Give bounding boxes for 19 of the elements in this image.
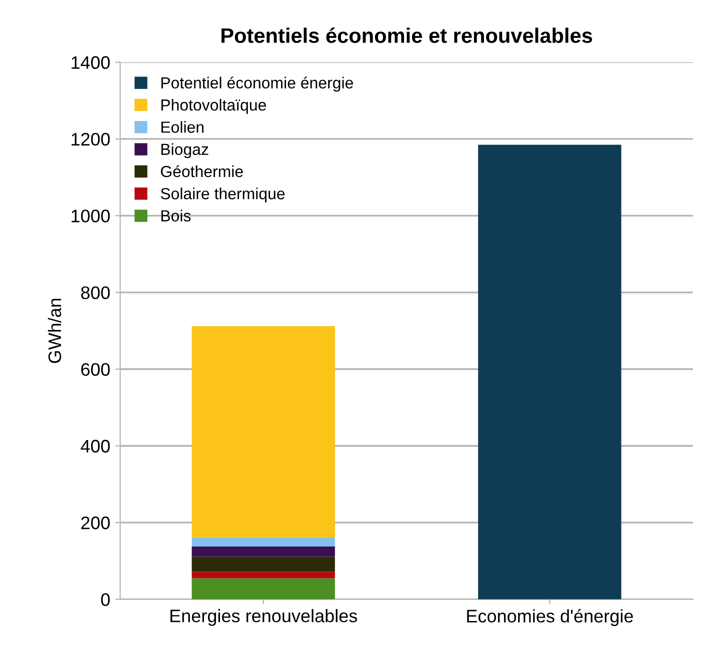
x-tick-label: Energies renouvelables [170,609,358,626]
y-tick-label: 600 [81,363,110,376]
y-tick-label: 200 [81,516,110,530]
legend-label: Biogaz [161,143,208,158]
legend-label: Solaire thermique [160,188,285,202]
chart-title: Potentiels économie et renouvelables [222,28,592,43]
y-tick-label: 800 [81,286,110,300]
x-tick-label: Economies d'énergie [467,609,633,626]
y-tick-label: 400 [80,440,110,453]
y-tick-label: 0 [101,593,110,606]
legend-label: Géothermie [160,165,243,178]
legend-label: Photovoltaïque [161,98,266,114]
y-tick-label: 1000 [72,210,110,222]
legend-label: Eolien [161,121,204,133]
legend-label: Potentiel économie énergie [161,76,353,92]
y-tick-label: 1200 [72,132,110,146]
y-axis-title: GWh/an [48,298,62,363]
legend-label: Bois [161,210,191,222]
y-tick-label: 1400 [72,56,110,69]
